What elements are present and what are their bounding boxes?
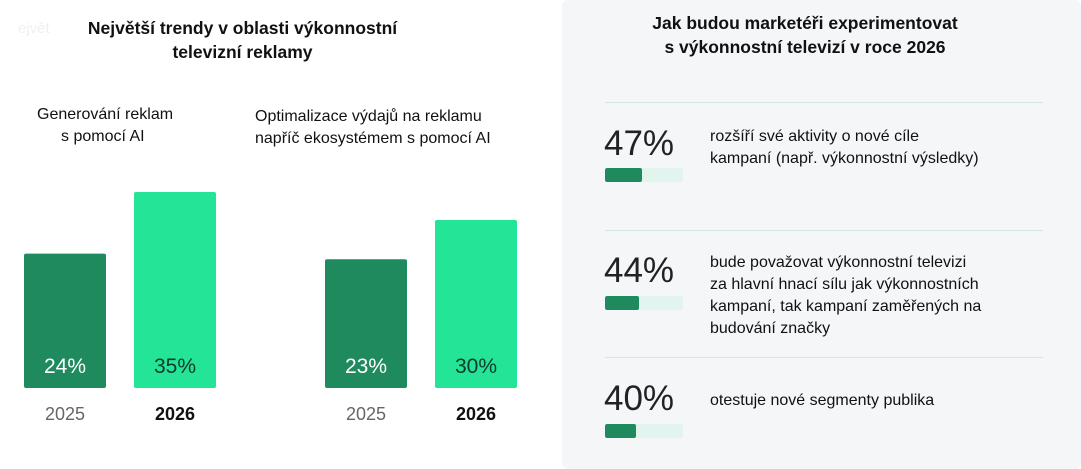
chart-title-line: Největší trendy v oblasti výkonnostní — [87, 18, 398, 38]
stat-description-line: otestuje nové segmenty publika — [710, 392, 935, 409]
group-title-ai-spend: Optimalizace výdajů na reklamu napříč ek… — [255, 106, 491, 150]
right-title-line: Jak budou marketéři experimentovat — [652, 13, 958, 33]
chart-title: Největší trendy v oblasti výkonnostní te… — [30, 16, 455, 64]
bar-value-label: 35% — [154, 355, 196, 378]
stat-bar-track — [605, 168, 683, 182]
bar-2025 — [325, 259, 407, 388]
stat-description-line: rozšíří své aktivity o nové cíle — [710, 128, 919, 145]
stat-bar-track — [605, 296, 683, 310]
right-title-line: s výkonnostní televizí v roce 2026 — [664, 37, 946, 57]
year-label: 2026 — [155, 404, 195, 424]
right-title: Jak budou marketéři experimentovat s výk… — [570, 11, 1040, 59]
stat-description-line: budování značky — [710, 320, 831, 337]
stat-value: 47% — [604, 124, 675, 163]
bar-2026 — [435, 220, 517, 388]
group-title-line: napříč ekosystémem s pomocí AI — [255, 130, 491, 147]
chart-title-line: televizní reklamy — [172, 42, 313, 62]
divider — [605, 230, 1043, 231]
right-panel — [562, 0, 1081, 469]
group-title-line: Optimalizace výdajů na reklamu — [255, 108, 482, 125]
bar-2026 — [134, 192, 216, 388]
bar-value-label: 30% — [455, 355, 497, 378]
bar-2025 — [24, 253, 106, 388]
stat-description: rozšíří své aktivity o nové cíle kampaní… — [710, 126, 1050, 170]
stat-bar-fill — [605, 424, 637, 438]
stat-description: bude považovat výkonnostní televizi za h… — [710, 252, 1050, 340]
stat-value: 44% — [604, 251, 675, 290]
year-label: 2025 — [45, 404, 85, 424]
bar-chart: 24% 2025 35% 2026 23% 2025 30% 2026 — [24, 192, 517, 424]
stat-bar-track — [605, 424, 683, 438]
divider — [605, 357, 1043, 358]
stat-description-line: kampaní (např. výkonnostní výsledky) — [710, 150, 979, 167]
year-label: 2025 — [346, 404, 386, 424]
watermark: ejvět — [18, 20, 50, 37]
stat-description-line: bude považovat výkonnostní televizi — [710, 254, 967, 271]
stat-value: 40% — [604, 379, 675, 418]
stat-bar-fill — [605, 168, 642, 182]
divider — [605, 102, 1043, 103]
group-title-ai-ads: Generování reklam s pomocí AI — [37, 104, 173, 148]
stat-description-line: za hlavní hnací sílu jak výkonnostních — [710, 276, 979, 293]
bar-value-label: 23% — [345, 355, 387, 378]
bar-value-label: 24% — [44, 355, 86, 378]
year-label: 2026 — [456, 404, 496, 424]
stat-description: otestuje nové segmenty publika — [710, 390, 1050, 412]
stat-description-line: kampaní, tak kampaní zaměřených na — [710, 298, 982, 315]
stat-bar-fill — [605, 296, 640, 310]
group-title-line: Generování reklam — [37, 106, 174, 123]
group-title-line: s pomocí AI — [61, 128, 145, 145]
